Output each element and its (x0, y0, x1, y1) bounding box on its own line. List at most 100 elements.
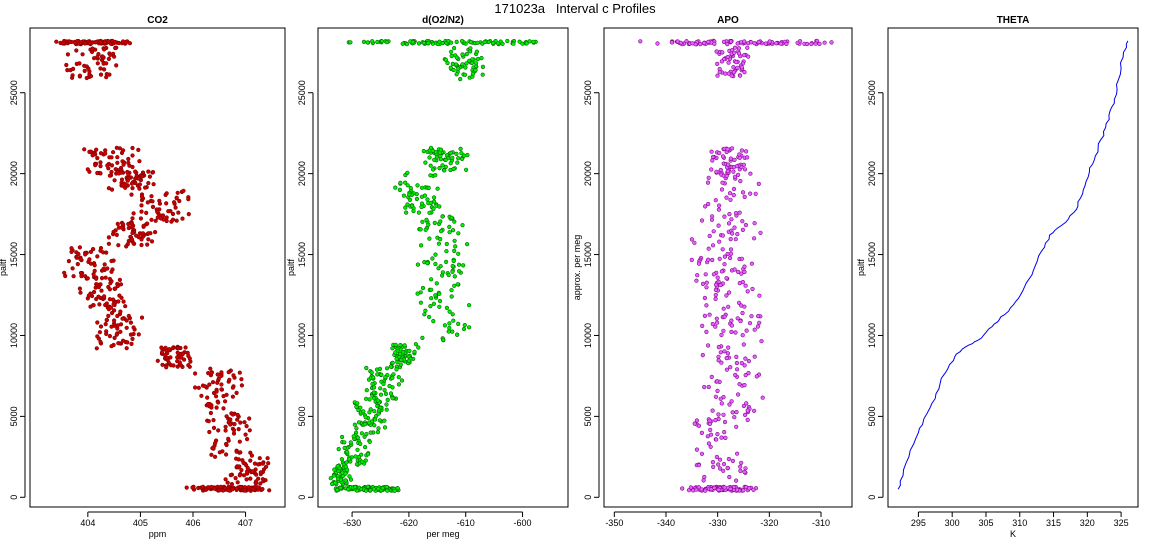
data-point (359, 459, 365, 464)
data-point (110, 150, 116, 155)
data-point (230, 394, 235, 399)
data-point (248, 458, 253, 463)
data-point (714, 437, 719, 442)
data-point (408, 186, 413, 191)
data-point (710, 154, 716, 160)
data-point (208, 366, 213, 371)
x-tick-label: 295 (911, 518, 926, 528)
data-point (415, 262, 421, 267)
data-point (346, 487, 351, 492)
data-point (418, 227, 423, 232)
data-point (235, 480, 240, 485)
data-point (398, 362, 403, 367)
data-point (418, 300, 424, 305)
data-point (107, 334, 112, 339)
data-point (714, 49, 719, 54)
data-point (718, 282, 723, 288)
data-point (265, 456, 270, 461)
data-point (80, 52, 85, 57)
data-point (339, 457, 345, 462)
data-point (724, 356, 729, 361)
y-axis-label: paltf (856, 258, 866, 276)
data-point (367, 420, 372, 425)
data-point (106, 56, 111, 62)
data-point (703, 204, 708, 209)
data-point (230, 412, 235, 417)
y-tick-label: 0 (9, 495, 19, 500)
data-point (751, 408, 757, 413)
data-point (250, 487, 255, 492)
data-point (438, 264, 443, 269)
data-point (90, 46, 95, 51)
data-point (409, 203, 415, 208)
data-point (88, 261, 94, 266)
data-point (407, 192, 412, 197)
data-point (113, 228, 118, 233)
data-point (343, 478, 348, 483)
data-point (469, 60, 475, 66)
data-point (467, 303, 472, 308)
data-point (109, 269, 114, 274)
data-point (378, 386, 383, 391)
data-point (249, 453, 254, 458)
data-point (223, 477, 228, 482)
data-point (115, 221, 120, 226)
data-point (110, 297, 116, 302)
data-points (328, 38, 538, 493)
data-point (813, 41, 818, 46)
data-point (443, 157, 448, 162)
data-point (458, 76, 463, 82)
data-point (164, 191, 169, 196)
data-point (355, 447, 360, 452)
data-point (706, 246, 711, 251)
data-point (456, 66, 461, 71)
x-tick-label: 320 (1080, 518, 1095, 528)
data-point (716, 358, 721, 363)
data-point (153, 218, 158, 223)
data-point (725, 147, 730, 152)
data-point (419, 243, 424, 248)
y-tick-label: 25000 (9, 80, 19, 105)
data-point (98, 66, 103, 71)
data-point (722, 485, 727, 490)
data-point (432, 157, 437, 162)
data-point (741, 488, 746, 493)
data-point (700, 281, 706, 287)
data-point (708, 444, 713, 449)
data-point (371, 487, 377, 492)
data-point (452, 274, 457, 279)
data-point (183, 345, 188, 350)
data-point (730, 458, 736, 464)
data-point (173, 205, 178, 210)
data-point (713, 198, 718, 203)
data-point (224, 392, 229, 397)
data-point (101, 67, 107, 72)
data-point (721, 306, 726, 311)
data-point (729, 217, 734, 222)
data-point (114, 332, 119, 337)
data-point (709, 217, 715, 222)
data-point (131, 241, 136, 246)
data-point (260, 477, 266, 482)
data-point (139, 194, 145, 199)
data-point (237, 370, 242, 375)
data-point (223, 399, 228, 404)
data-point (66, 259, 71, 264)
y-tick-label: 5000 (867, 406, 877, 426)
data-point (829, 40, 834, 45)
data-point (141, 223, 146, 228)
data-point (427, 314, 432, 320)
data-point (440, 270, 446, 275)
panel-title: CO2 (147, 15, 168, 26)
data-point (439, 229, 444, 234)
data-point (384, 402, 389, 407)
data-point (713, 292, 718, 298)
data-point (113, 167, 118, 172)
data-point (733, 211, 739, 216)
plot-frame (887, 27, 1139, 508)
data-point (440, 163, 445, 168)
data-point (351, 434, 356, 439)
data-point (722, 254, 728, 259)
data-point (382, 388, 387, 393)
y-tick-label: 5000 (297, 406, 307, 426)
